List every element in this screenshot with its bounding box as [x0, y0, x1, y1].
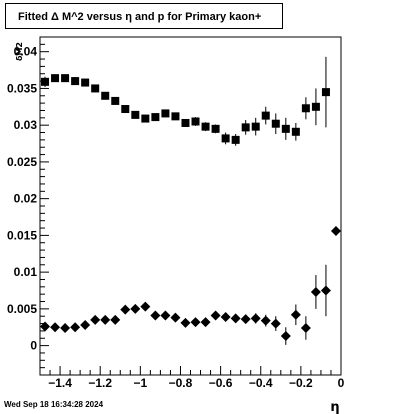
- data-marks: [40, 56, 341, 345]
- data-point-square: [181, 118, 190, 127]
- data-point-square: [271, 119, 280, 128]
- data-point-square: [231, 135, 240, 144]
- data-point-diamond: [200, 317, 211, 328]
- x-tick-label: 0: [338, 376, 345, 390]
- x-tick-label: −0.6: [209, 376, 233, 390]
- y-tick-label: 0.035: [7, 81, 37, 95]
- data-point-diamond: [270, 318, 281, 329]
- data-point-square: [201, 122, 210, 131]
- data-point-diamond: [220, 311, 231, 322]
- data-point-diamond: [140, 301, 151, 312]
- data-point-diamond: [50, 322, 61, 333]
- data-point-square: [101, 91, 110, 100]
- tick-group: [39, 36, 342, 376]
- data-point-square: [161, 109, 170, 118]
- y-tick-label: 0.04: [14, 45, 38, 59]
- x-tick-label: −0.8: [169, 376, 193, 390]
- x-tick-label: −0.2: [289, 376, 313, 390]
- data-point-diamond: [100, 314, 111, 325]
- x-tick-label: −1: [133, 376, 147, 390]
- data-point-square: [41, 77, 50, 86]
- data-point-square: [51, 74, 60, 83]
- data-point-square: [261, 111, 270, 120]
- x-tick-label: −1.2: [88, 376, 112, 390]
- label-group: −1.4 −1.2 −1 −0.8 −0.6 −0.4 −0.2 0 0 0.005 0.01 0.0…: [7, 42, 345, 414]
- data-point-diamond: [280, 331, 291, 342]
- x-tick-label: −1.4: [48, 376, 72, 390]
- data-point-diamond: [320, 285, 331, 296]
- data-point-diamond: [60, 322, 71, 333]
- data-point-diamond: [250, 313, 261, 324]
- data-point-diamond: [90, 314, 101, 325]
- data-point-diamond: [170, 312, 181, 323]
- data-point-diamond: [230, 313, 241, 324]
- data-point-square: [111, 96, 120, 105]
- data-point-diamond: [150, 310, 161, 321]
- data-point-diamond: [290, 309, 301, 320]
- data-point-diamond: [240, 314, 251, 325]
- data-point-diamond: [80, 320, 91, 331]
- y-tick-label: 0: [30, 339, 37, 353]
- chart-title-box: Fitted Δ M^2 versus η and p for Primary …: [5, 3, 283, 29]
- y-tick-label: 0.02: [14, 192, 38, 206]
- x-tick-label: −0.4: [249, 376, 273, 390]
- y-tick-label: 0.03: [14, 118, 38, 132]
- data-point-square: [61, 74, 70, 83]
- data-point-square: [211, 124, 220, 133]
- timestamp: Wed Sep 18 16:34:28 2024: [4, 400, 104, 409]
- data-point-square: [121, 105, 130, 114]
- data-point-diamond: [310, 286, 321, 297]
- data-point-square: [141, 114, 150, 123]
- data-point-square: [281, 124, 290, 133]
- data-point-square: [191, 117, 200, 126]
- data-point-diamond: [210, 310, 221, 321]
- data-point-diamond: [110, 314, 121, 325]
- data-point-diamond: [160, 310, 171, 321]
- data-point-square: [301, 104, 310, 113]
- y-tick-label: 0.01: [14, 265, 38, 279]
- data-point-square: [71, 77, 80, 86]
- x-axis-title: η: [330, 400, 339, 414]
- data-point-square: [291, 127, 300, 136]
- data-point-square: [131, 110, 140, 119]
- data-point-diamond: [120, 304, 131, 315]
- data-point-diamond: [300, 322, 311, 333]
- y-tick-label: 0.025: [7, 155, 37, 169]
- data-point-diamond: [40, 321, 51, 332]
- data-point-diamond: [130, 303, 141, 314]
- data-point-square: [251, 122, 260, 131]
- data-point-diamond: [260, 315, 271, 326]
- data-point-diamond: [180, 317, 191, 328]
- data-point-square: [81, 78, 90, 87]
- chart-title: Fitted Δ M^2 versus η and p for Primary …: [18, 11, 262, 23]
- data-point-square: [171, 112, 180, 121]
- y-tick-label: 0.005: [7, 302, 37, 316]
- data-point-square: [221, 134, 230, 143]
- data-point-square: [321, 88, 330, 97]
- data-point-diamond: [70, 322, 81, 333]
- data-point-square: [151, 113, 160, 122]
- data-point-square: [91, 84, 100, 93]
- y-tick-label: 0.015: [7, 228, 37, 242]
- y-axis-title: δM2: [15, 42, 24, 61]
- data-point-square: [311, 102, 320, 111]
- data-point-square: [241, 123, 250, 132]
- data-point-diamond: [190, 317, 201, 328]
- data-point-diamond: [330, 225, 341, 236]
